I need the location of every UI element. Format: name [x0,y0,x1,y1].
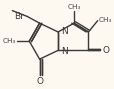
Text: N: N [60,27,67,36]
Text: Br: Br [14,12,24,21]
Text: N: N [60,47,67,56]
Text: CH₃: CH₃ [67,4,80,10]
Text: CH₃: CH₃ [98,17,111,23]
Text: CH₃: CH₃ [3,38,16,44]
Text: O: O [102,46,109,55]
Text: O: O [36,77,43,86]
